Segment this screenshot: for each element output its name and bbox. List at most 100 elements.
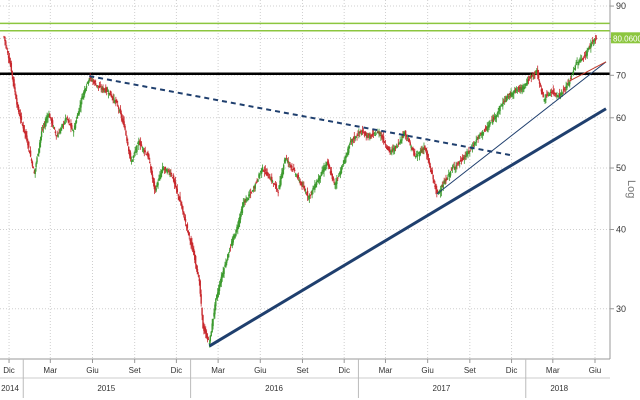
candle-body [38, 148, 40, 154]
candle-body [551, 91, 554, 93]
candle-body [154, 186, 157, 190]
candle-body [75, 119, 78, 123]
candle-body [106, 90, 109, 92]
candle-body [206, 335, 209, 340]
candle-body [259, 174, 261, 177]
candle-body [12, 76, 14, 82]
candle-body [289, 163, 291, 165]
candle-body [175, 185, 178, 190]
candle-body [132, 156, 134, 159]
candle-body [160, 173, 162, 178]
candle-body [315, 184, 317, 188]
candle-body [380, 134, 382, 136]
candle-body [511, 93, 513, 96]
candle-body [426, 151, 428, 155]
candle-body [250, 192, 253, 194]
candle-body [76, 115, 79, 119]
candle-body [26, 135, 28, 142]
year-label: 2018 [550, 384, 568, 393]
x-tick-label: Set [296, 366, 309, 375]
candle-body [59, 130, 61, 134]
candle-body [481, 131, 484, 136]
candle-body [249, 192, 252, 194]
candle-body [591, 42, 593, 44]
candle-body [227, 253, 230, 258]
candle-body [106, 88, 108, 92]
candle-body [304, 191, 307, 193]
candle-body [525, 82, 528, 84]
year-label: 2016 [265, 384, 283, 393]
candle-body [93, 81, 95, 84]
candle-body [257, 179, 259, 182]
candle-body [179, 196, 181, 202]
candle-body [400, 139, 402, 143]
candle-body [205, 330, 207, 334]
candle-body [109, 90, 112, 96]
candle-body [215, 298, 217, 307]
candle-body [357, 135, 359, 136]
candle-body [523, 86, 525, 90]
candle-body [18, 113, 21, 116]
candle-body [420, 149, 422, 151]
candle-body [414, 152, 416, 157]
candle-body [268, 177, 270, 179]
candle-body [11, 71, 13, 76]
x-tick-label: Giu [589, 366, 601, 375]
candle-body [17, 104, 19, 108]
candle-body [13, 79, 15, 88]
candle-body [401, 136, 403, 141]
candle-body [435, 183, 437, 190]
candle-body [411, 147, 413, 150]
candle-body [88, 78, 90, 81]
candle-body [456, 165, 458, 166]
candle-body [148, 154, 150, 160]
candle-body [534, 71, 536, 74]
candle-body [104, 90, 106, 92]
candle-body [391, 149, 393, 152]
candle-body [505, 97, 508, 102]
candle-body [107, 93, 110, 95]
candle-body [48, 114, 50, 117]
candle-body [478, 135, 480, 137]
candle-body [465, 155, 467, 158]
candle-body [144, 150, 146, 152]
candle-body [212, 318, 214, 327]
x-tick-label: Dic [506, 366, 518, 375]
candle-body [434, 185, 436, 188]
candle-body [536, 69, 539, 76]
candle-body [92, 80, 94, 82]
candle-body [262, 170, 265, 172]
candle-body [145, 154, 147, 155]
candle-body [404, 130, 407, 136]
candle-body [331, 173, 333, 179]
candle-body [522, 86, 524, 90]
candle-body [94, 81, 96, 83]
candle-body [426, 154, 429, 158]
candle-body [577, 62, 579, 66]
candle-body [152, 177, 155, 183]
candle-body [592, 41, 595, 43]
candle-body [277, 192, 279, 193]
candle-body [498, 107, 500, 110]
candle-body [283, 159, 286, 163]
candle-body [304, 188, 306, 191]
candle-body [265, 172, 267, 175]
candle-body [542, 92, 544, 98]
candle-body [375, 133, 377, 135]
candle-body [474, 142, 477, 144]
candle-body [517, 87, 520, 89]
candle-body [461, 157, 464, 161]
candles-layer [3, 34, 598, 348]
candle-body [524, 83, 526, 85]
candle-body [260, 170, 262, 173]
candle-body [363, 134, 366, 136]
candle-body [314, 184, 316, 190]
candle-body [8, 57, 11, 63]
candle-body [359, 131, 361, 133]
candle-body [589, 45, 591, 47]
candle-body [404, 133, 406, 135]
candle-body [226, 260, 228, 263]
candle-body [35, 163, 37, 168]
candle-body [170, 172, 172, 175]
